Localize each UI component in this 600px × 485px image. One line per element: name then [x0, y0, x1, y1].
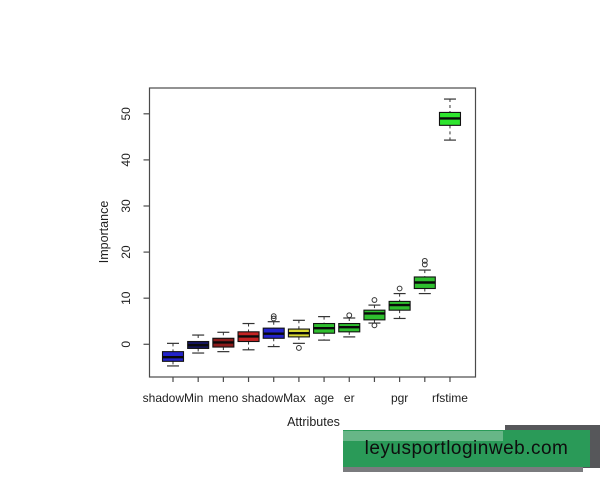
svg-text:Attributes: Attributes — [287, 415, 340, 429]
svg-text:age: age — [314, 391, 334, 405]
svg-text:shadowMax: shadowMax — [242, 391, 306, 405]
svg-text:Importance: Importance — [97, 201, 111, 264]
svg-text:40: 40 — [119, 153, 133, 167]
watermark-light-stripe — [343, 431, 503, 441]
svg-text:10: 10 — [119, 291, 133, 305]
watermark-text: leyusportloginweb.com — [364, 437, 569, 459]
svg-text:0: 0 — [119, 341, 133, 348]
watermark-bottom-stripe — [343, 466, 583, 472]
svg-text:20: 20 — [119, 245, 133, 259]
svg-text:shadowMin: shadowMin — [143, 391, 204, 405]
svg-text:meno: meno — [208, 391, 238, 405]
svg-text:er: er — [344, 391, 355, 405]
svg-text:rfstime: rfstime — [432, 391, 468, 405]
svg-text:pgr: pgr — [391, 391, 408, 405]
watermark-banner: leyusportloginweb.com — [343, 430, 590, 467]
svg-text:50: 50 — [119, 107, 133, 121]
svg-text:30: 30 — [119, 199, 133, 213]
